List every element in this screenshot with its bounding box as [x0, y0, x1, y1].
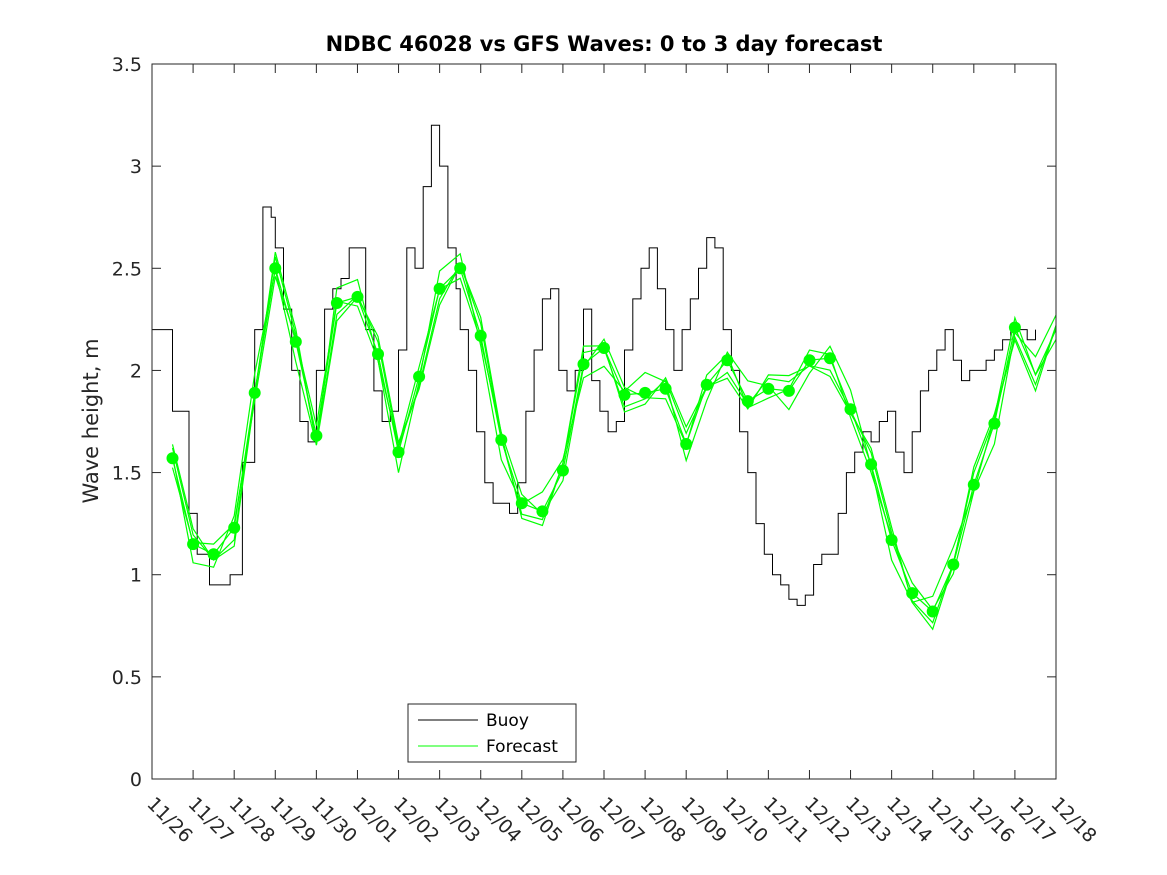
forecast-marker-35	[865, 458, 878, 471]
legend-buoy-label: Buoy	[486, 711, 529, 731]
forecast-marker-31	[782, 384, 795, 397]
y-tick-label: 3	[130, 156, 142, 178]
forecast-marker-8	[310, 429, 323, 442]
forecast-marker-13	[413, 370, 426, 383]
forecast-marker-17	[495, 433, 508, 446]
forecast-marker-36	[885, 534, 898, 546]
forecast-marker-10	[351, 290, 364, 303]
forecast-marker-41	[988, 417, 1001, 430]
forecast-marker-22	[598, 342, 610, 354]
y-tick-label: 1.5	[112, 463, 142, 485]
forecast-marker-39	[947, 558, 960, 571]
forecast-marker-38	[926, 605, 939, 618]
forecast-marker-29	[741, 395, 754, 408]
forecast-marker-6	[269, 262, 282, 275]
legend-forecast-label: Forecast	[486, 737, 558, 757]
forecast-marker-32	[803, 354, 816, 367]
forecast-marker-11	[372, 348, 384, 361]
forecast-marker-42	[1008, 321, 1021, 334]
y-tick-label: 1	[130, 565, 142, 587]
forecast-marker-15	[454, 262, 467, 275]
forecast-marker-12	[392, 446, 405, 459]
forecast-marker-34	[844, 403, 857, 416]
y-axis-label: Wave height, m	[79, 338, 103, 503]
forecast-marker-20	[556, 464, 569, 477]
forecast-marker-23	[618, 388, 631, 401]
forecast-marker-28	[721, 354, 734, 367]
forecast-marker-24	[639, 386, 652, 399]
forecast-marker-19	[536, 505, 549, 518]
forecast-marker-5	[248, 386, 261, 399]
series-layer	[152, 124, 1057, 631]
legend-box	[407, 703, 577, 763]
y-tick-label: 3.5	[112, 54, 142, 76]
forecast-marker-14	[433, 282, 446, 295]
forecast-marker-40	[967, 478, 980, 491]
y-tick-label: 2	[130, 360, 142, 382]
chart-title: NDBC 46028 vs GFS Waves: 0 to 3 day fore…	[326, 32, 883, 56]
forecast-marker-30	[762, 382, 775, 395]
forecast-marker-3	[207, 548, 220, 561]
y-tick-label: 0	[130, 769, 142, 791]
forecast-marker-1	[166, 452, 179, 465]
forecast-marker-7	[289, 335, 302, 348]
forecast-marker-27	[700, 378, 713, 391]
forecast-marker-25	[659, 382, 672, 395]
forecast-marker-33	[824, 352, 836, 365]
forecast-marker-18	[515, 497, 528, 510]
legend: Buoy Forecast	[407, 703, 577, 763]
forecast-marker-21	[577, 358, 590, 371]
forecast-marker-37	[906, 587, 919, 600]
y-tick-label: 2.5	[112, 258, 142, 280]
buoy-series-line	[152, 124, 1036, 606]
forecast-marker-2	[187, 538, 200, 551]
forecast-marker-26	[680, 438, 693, 450]
y-tick-label: 0.5	[112, 667, 142, 689]
forecast-marker-9	[330, 297, 343, 309]
forecast-marker-4	[228, 521, 241, 534]
forecast-series-line-1	[171, 267, 1057, 613]
forecast-series-line-3	[171, 276, 1057, 611]
forecast-marker-16	[474, 329, 487, 342]
